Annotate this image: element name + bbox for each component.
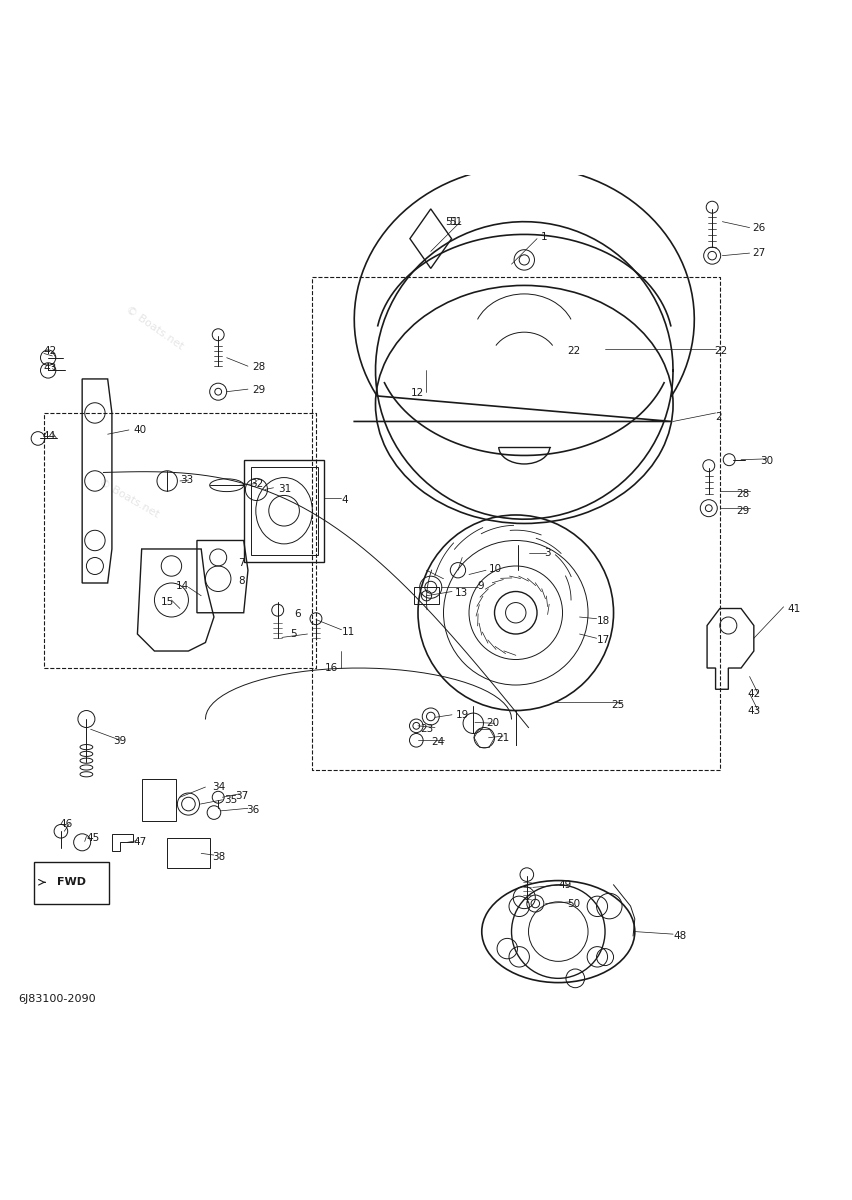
Text: 25: 25: [610, 700, 624, 709]
Text: 13: 13: [454, 588, 467, 598]
Text: 36: 36: [246, 805, 259, 815]
Text: 22: 22: [566, 346, 579, 356]
Text: 48: 48: [672, 931, 686, 941]
Text: 33: 33: [180, 475, 193, 485]
Text: 42: 42: [43, 346, 57, 356]
Text: 6J83100-2090: 6J83100-2090: [19, 994, 96, 1004]
Text: 19: 19: [456, 709, 469, 720]
Text: 28: 28: [735, 488, 748, 499]
Text: 39: 39: [113, 736, 127, 746]
Text: 22: 22: [713, 346, 726, 356]
Text: 40: 40: [133, 425, 147, 434]
Text: 16: 16: [324, 664, 337, 673]
Text: 29: 29: [735, 505, 748, 516]
Text: 3: 3: [544, 548, 550, 558]
Text: 6: 6: [295, 610, 301, 619]
Text: 24: 24: [430, 737, 444, 746]
Text: 23: 23: [420, 725, 434, 734]
Text: 8: 8: [238, 576, 244, 587]
Text: 26: 26: [751, 223, 764, 233]
Text: 38: 38: [212, 852, 225, 862]
Text: 32: 32: [250, 479, 263, 490]
Text: 28: 28: [252, 362, 265, 372]
Bar: [244, 460, 324, 562]
Text: © Boats.net: © Boats.net: [124, 305, 185, 352]
Text: 41: 41: [786, 604, 799, 613]
Text: 30: 30: [759, 456, 772, 467]
Text: 10: 10: [488, 564, 501, 574]
Text: 14: 14: [176, 581, 188, 590]
Text: 51: 51: [449, 217, 462, 227]
Text: 46: 46: [59, 818, 72, 829]
Text: 45: 45: [86, 833, 100, 844]
Text: 15: 15: [160, 596, 174, 607]
Text: 2: 2: [715, 413, 722, 422]
Text: 49: 49: [557, 880, 571, 890]
Text: 31: 31: [278, 485, 291, 494]
Text: 5: 5: [291, 629, 296, 640]
Text: 44: 44: [42, 431, 55, 440]
Text: 21: 21: [496, 733, 509, 743]
Text: 9: 9: [477, 581, 484, 590]
Text: 47: 47: [133, 838, 147, 847]
Text: 50: 50: [566, 899, 579, 908]
Text: 4: 4: [341, 494, 348, 505]
Text: 34: 34: [212, 782, 225, 792]
Text: 27: 27: [751, 248, 764, 258]
Text: 51: 51: [445, 217, 458, 227]
Text: 37: 37: [235, 791, 248, 800]
Text: 43: 43: [43, 362, 57, 373]
Text: 12: 12: [410, 389, 423, 398]
Text: 17: 17: [596, 635, 609, 644]
Text: 42: 42: [746, 689, 759, 698]
Text: 18: 18: [596, 617, 609, 626]
Text: 11: 11: [341, 628, 354, 637]
Text: 29: 29: [252, 385, 265, 395]
Text: 35: 35: [224, 794, 237, 805]
Text: 20: 20: [486, 719, 498, 728]
Bar: [413, 587, 439, 605]
Bar: [250, 467, 317, 554]
Text: 1: 1: [541, 232, 547, 242]
Text: 43: 43: [746, 706, 759, 715]
Text: © Boats.net: © Boats.net: [97, 476, 161, 520]
Text: FWD: FWD: [57, 877, 86, 887]
Text: 7: 7: [238, 558, 244, 569]
